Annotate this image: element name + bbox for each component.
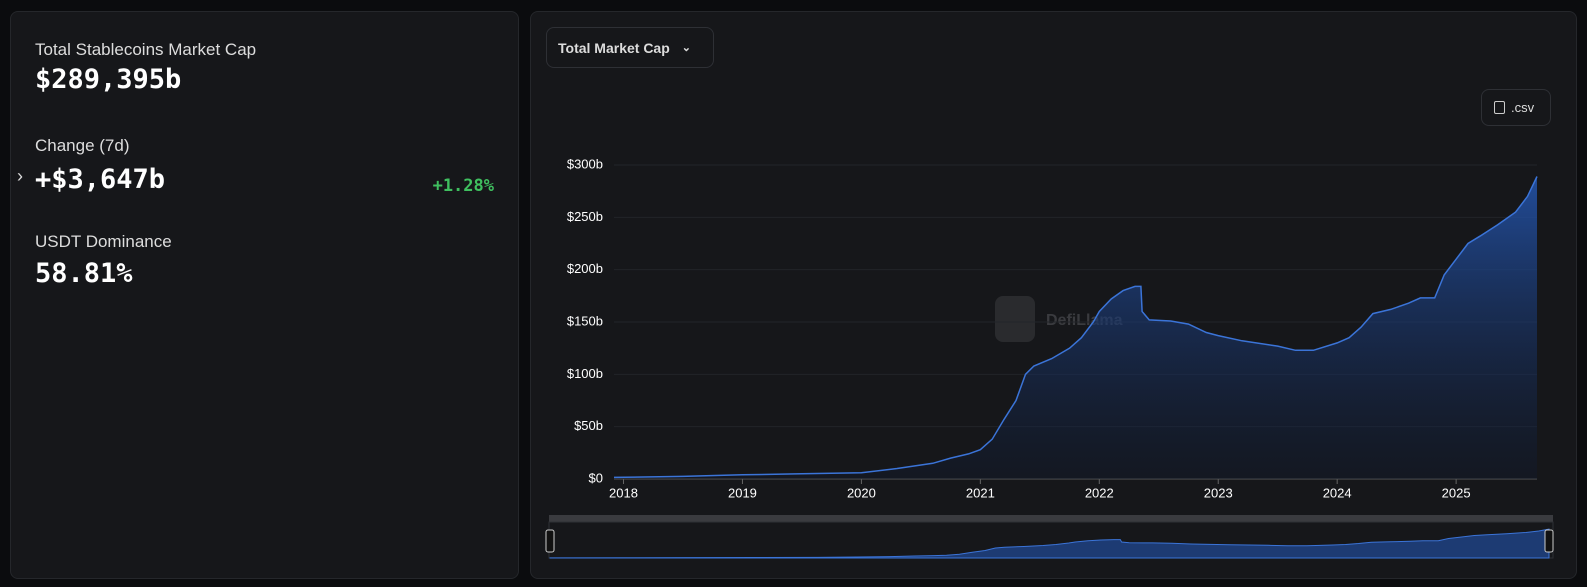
y-tick-label: $200b <box>567 261 603 276</box>
y-tick-label: $300b <box>567 156 603 171</box>
stat-value: +$3,647b <box>35 164 166 195</box>
stat-label: Change (7d) <box>35 136 130 155</box>
watermark-logo <box>995 296 1035 342</box>
stat-label: Total Stablecoins Market Cap <box>35 40 257 59</box>
brush-area <box>549 528 1550 559</box>
stat-change: +1.28% <box>432 176 494 196</box>
x-tick-label: 2021 <box>966 485 995 500</box>
y-tick-label: $50b <box>574 418 603 433</box>
brush-bar[interactable] <box>549 515 1553 522</box>
y-tick-label: $250b <box>567 209 603 224</box>
stat-label: USDT Dominance <box>35 232 172 251</box>
brush-handle[interactable] <box>545 529 555 553</box>
stats-panel: Total Stablecoins Market Cap $289,395b C… <box>10 11 519 579</box>
stat-value: 58.81% <box>35 258 133 289</box>
expand-chevron[interactable]: › <box>17 166 23 186</box>
x-tick-label: 2018 <box>609 485 638 500</box>
x-tick-label: 2022 <box>1085 485 1114 500</box>
area <box>614 176 1537 479</box>
x-tick-label: 2020 <box>847 485 876 500</box>
x-tick-label: 2019 <box>728 485 757 500</box>
csv-button[interactable]: .csv <box>1481 89 1551 126</box>
brush-handle[interactable] <box>1544 529 1554 553</box>
line <box>613 176 1538 479</box>
y-tick-label: $150b <box>567 313 603 328</box>
x-tick-label: 2023 <box>1204 485 1233 500</box>
csv-label: .csv <box>1511 100 1535 115</box>
chart-dropdown[interactable]: Total Market Cap ⌄ <box>546 27 714 68</box>
stat-value: $289,395b <box>35 64 182 95</box>
x-tick-label: 2024 <box>1323 485 1352 500</box>
x-tick-label: 2025 <box>1442 485 1471 500</box>
chart-panel: Total Market Cap ⌄ .csv <box>530 11 1577 579</box>
y-tick-label: $0 <box>589 470 603 485</box>
dropdown-label: Total Market Cap <box>558 39 670 56</box>
y-tick-label: $100b <box>567 366 603 381</box>
